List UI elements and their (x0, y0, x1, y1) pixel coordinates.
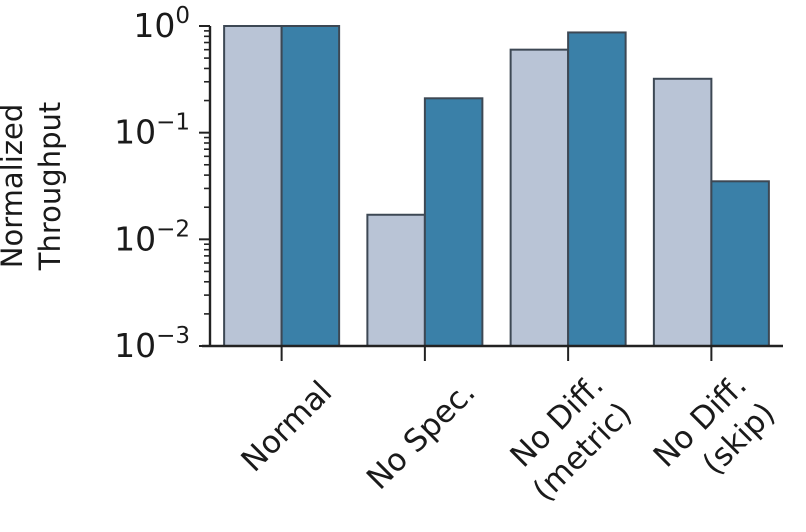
x-tick-label-line: No Spec. (360, 374, 483, 497)
bar-dark-blue-0 (280, 25, 341, 347)
y-tick-base: 10 (114, 326, 156, 365)
x-tick-label-2: No Diff.(metric) (498, 367, 639, 508)
bar-light-blue-0 (223, 25, 283, 347)
x-tick-label-3: No Diff.(skip) (647, 367, 783, 503)
y-tick-base: 10 (133, 6, 175, 45)
y-tick-base: 10 (114, 113, 156, 152)
x-tick-label-0: Normal (235, 374, 340, 479)
y-tick-exponent: −1 (156, 110, 190, 136)
x-tick-label-line: Normal (235, 374, 340, 479)
bar-light-blue-3 (652, 77, 713, 348)
y-tick-label: 100 (133, 3, 190, 45)
y-tick-label: 10−2 (114, 216, 190, 258)
y-axis-label-line: Throughput (33, 102, 67, 271)
bar-dark-blue-2 (567, 31, 627, 347)
y-tick-label: 10−1 (114, 110, 190, 152)
y-axis-label-line: Normalized (0, 104, 29, 268)
bar-light-blue-1 (366, 213, 426, 347)
y-axis-label: Normalized Throughput (0, 102, 67, 271)
bar-light-blue-2 (509, 48, 570, 347)
y-tick-label: 10−3 (114, 323, 190, 365)
x-tick-label-1: No Spec. (360, 374, 483, 497)
bar-dark-blue-1 (423, 97, 484, 347)
bar-dark-blue-3 (710, 180, 770, 347)
y-tick-exponent: −3 (156, 323, 190, 349)
y-tick-exponent: 0 (175, 3, 190, 29)
y-tick-exponent: −2 (156, 216, 190, 242)
y-tick-base: 10 (114, 219, 156, 258)
